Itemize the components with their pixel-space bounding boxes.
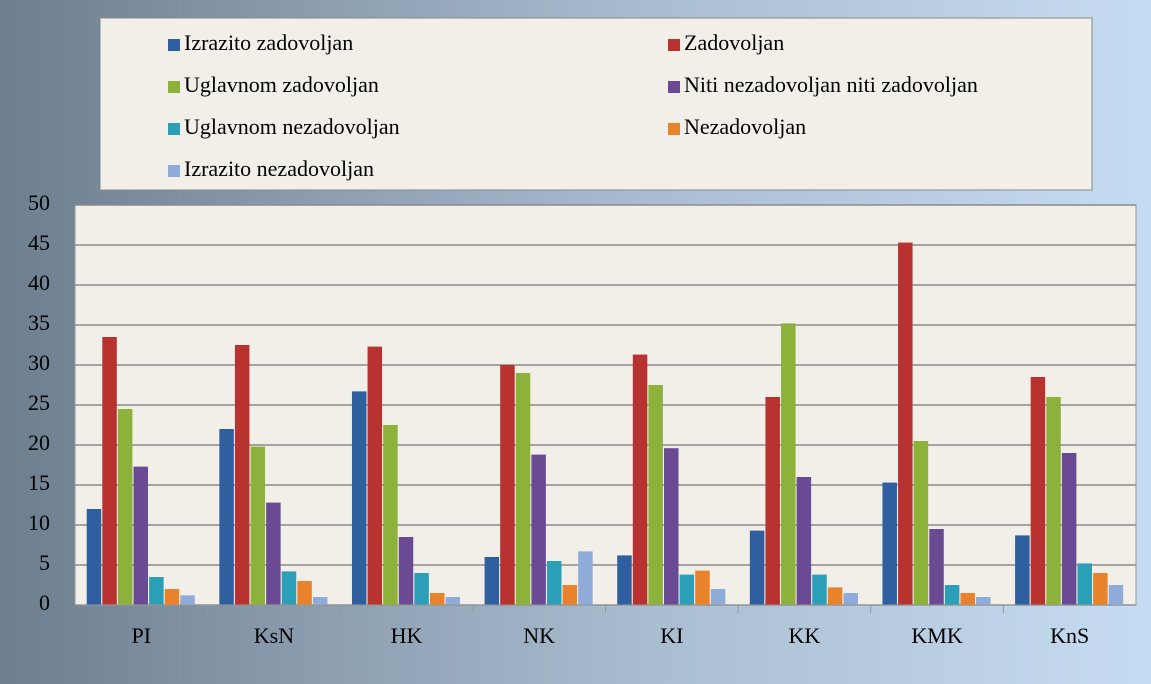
y-tick-label: 5: [39, 550, 50, 575]
legend-box: [99, 17, 1093, 191]
y-tick-label: 0: [39, 590, 50, 615]
bar: [710, 589, 726, 605]
bar: [351, 391, 367, 605]
bar: [827, 587, 843, 605]
y-tick-label: 30: [28, 350, 50, 375]
bar: [796, 477, 812, 605]
bar: [1061, 453, 1077, 605]
bar: [1077, 563, 1092, 605]
y-tick-label: 25: [28, 390, 50, 415]
bar: [133, 466, 149, 605]
legend-label: Izrazito nezadovoljan: [184, 156, 374, 181]
y-tick-label: 50: [28, 190, 50, 215]
bar: [531, 454, 546, 605]
y-tick-label: 45: [28, 230, 50, 255]
bar: [266, 502, 281, 605]
bar: [664, 448, 679, 605]
bar: [882, 482, 897, 605]
bar: [929, 529, 944, 605]
bar: [749, 530, 765, 605]
bar: [297, 581, 312, 605]
y-tick-label: 35: [28, 310, 50, 335]
y-tick-label: 15: [28, 470, 50, 495]
y-tick-label: 40: [28, 270, 50, 295]
bar: [960, 593, 975, 605]
bar: [164, 589, 180, 605]
legend-swatch: [168, 123, 180, 135]
x-tick-label: PI: [132, 623, 152, 648]
y-tick-label: 10: [28, 510, 50, 535]
bar: [219, 429, 234, 605]
x-tick-label: HK: [391, 623, 423, 648]
bar: [578, 551, 593, 605]
bar: [149, 577, 164, 605]
bar: [250, 446, 266, 605]
bar: [1046, 397, 1061, 605]
bar: [102, 337, 117, 605]
legend-swatch: [168, 81, 180, 93]
x-tick-label: KK: [789, 623, 821, 648]
bar: [281, 571, 297, 605]
bar: [1108, 585, 1124, 605]
bar: [367, 346, 383, 605]
legend-swatch: [168, 165, 180, 177]
bar: [500, 365, 515, 605]
bar: [843, 593, 858, 605]
bar: [695, 570, 710, 605]
bar: [679, 574, 695, 605]
bar: [383, 425, 398, 605]
bar: [617, 555, 632, 605]
bar: [812, 574, 827, 605]
legend-label: Niti nezadovoljan niti zadovoljan: [684, 72, 978, 97]
bar: [515, 373, 531, 605]
legend-label: Zadovoljan: [684, 30, 784, 55]
bar: [898, 242, 913, 605]
bar: [546, 561, 562, 605]
bar: [1093, 573, 1108, 605]
bar: [234, 345, 250, 605]
legend-label: Uglavnom zadovoljan: [184, 72, 379, 97]
legend-swatch: [668, 81, 680, 93]
bar: [562, 585, 578, 605]
legend-swatch: [168, 39, 180, 51]
bar: [398, 537, 414, 605]
bar: [1030, 377, 1046, 605]
x-tick-label: KnS: [1050, 623, 1089, 648]
bar: [414, 573, 429, 605]
bar: [913, 441, 929, 605]
bar: [765, 397, 780, 605]
bar: [312, 597, 328, 605]
legend-swatch: [668, 123, 680, 135]
legend-label: Izrazito zadovoljan: [184, 30, 353, 55]
bar: [117, 409, 133, 605]
y-tick-label: 20: [28, 430, 50, 455]
bar: [86, 509, 102, 605]
bar: [648, 385, 663, 605]
legend-label: Nezadovoljan: [684, 114, 806, 139]
bar: [484, 557, 500, 605]
legend: Izrazito zadovoljan Zadovoljan Uglavnom za…: [99, 17, 1093, 191]
legend-swatch: [668, 39, 680, 51]
legend-label: Uglavnom nezadovoljan: [184, 114, 400, 139]
x-tick-label: KMK: [911, 623, 962, 648]
bar: [429, 593, 445, 605]
x-tick-label: NK: [523, 623, 555, 648]
x-tick-label: KI: [660, 623, 683, 648]
x-tick-label: KsN: [254, 623, 294, 648]
bar: [180, 595, 195, 605]
bar: [445, 597, 461, 605]
bar: [1015, 535, 1030, 605]
bar: [781, 323, 796, 605]
bar: [632, 354, 648, 605]
bar: [944, 585, 960, 605]
bar: [976, 597, 991, 605]
